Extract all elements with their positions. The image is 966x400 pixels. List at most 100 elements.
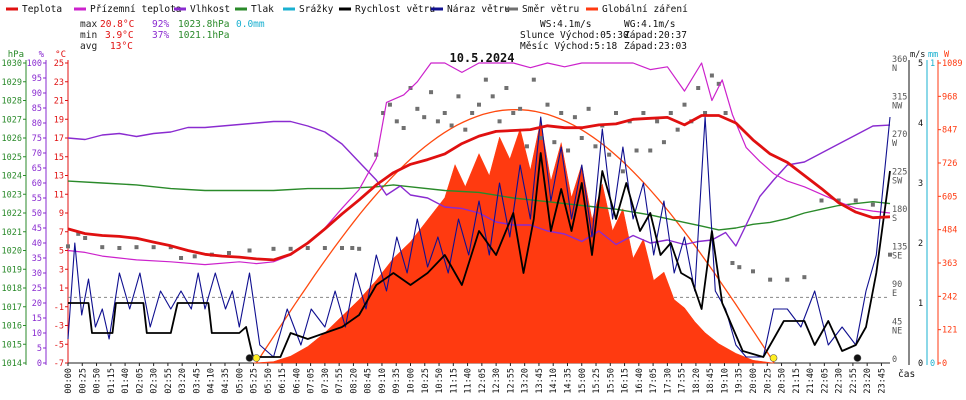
wind-direction-point xyxy=(593,144,598,149)
legend-label: Globální záření xyxy=(602,4,688,15)
wind-direction-point xyxy=(151,245,156,250)
wind-direction-point xyxy=(350,246,355,250)
axis-tick-label: 1014 xyxy=(2,359,22,369)
axis-tick-label: 1024 xyxy=(2,172,22,182)
wind-direction-point xyxy=(456,94,461,99)
axis-tick-label: SW xyxy=(892,177,903,187)
axis-tick-label: 1089 xyxy=(942,59,962,69)
axis-tick-label: NW xyxy=(892,102,903,112)
x-tick-label: 09:35 xyxy=(392,368,402,394)
x-tick-label: 12:55 xyxy=(506,368,516,394)
wind-direction-point xyxy=(497,119,502,124)
axis-tick-label: 0 xyxy=(918,359,923,369)
series-area-radiation xyxy=(252,120,774,364)
series-line-ground-temp xyxy=(67,62,891,266)
wind-direction-point xyxy=(288,246,293,251)
axis-tick-label: 0 xyxy=(37,359,42,369)
wind-direction-point xyxy=(634,148,639,153)
legend-label: Rychlost větru xyxy=(355,4,435,15)
x-tick-label: 08:45 xyxy=(364,368,374,394)
axis-tick-label: 2 xyxy=(918,239,923,249)
x-tick-label: 06:40 xyxy=(292,368,302,394)
wind-direction-point xyxy=(545,102,550,107)
stats-max-rain: 0.0mm xyxy=(236,19,265,30)
moonset-marker xyxy=(853,354,862,362)
wind-direction-point xyxy=(607,152,612,157)
wind-direction-point xyxy=(836,198,841,203)
axis-tick-label: 75 xyxy=(32,134,42,144)
axis-tick-label: 55 xyxy=(32,194,42,204)
wind-direction-point xyxy=(442,111,447,115)
axis-tick-label: 1016 xyxy=(2,322,22,332)
x-tick-label: 23:20 xyxy=(863,368,873,394)
axis-tick-label: 1028 xyxy=(2,97,22,107)
wind-direction-point xyxy=(716,81,721,86)
axis-tick-label: 121 xyxy=(942,326,957,336)
x-tick-label: 00:25 xyxy=(78,368,88,394)
axis-tick-label: 1022 xyxy=(2,209,22,219)
wind-direction-point xyxy=(709,73,714,78)
wind-direction-point xyxy=(100,245,105,250)
axis-tick-label: 0 xyxy=(892,355,897,365)
stats-min-hum: 37% xyxy=(152,30,169,41)
axis-tick-label: 1025 xyxy=(2,153,22,163)
x-tick-label: 07:55 xyxy=(335,368,345,394)
axis-unit: % xyxy=(39,50,45,60)
x-tick-label: 01:40 xyxy=(121,368,131,394)
axis-tick-label: 90 xyxy=(32,89,42,99)
axis-tick-label: 95 xyxy=(32,74,42,84)
wind-direction-point xyxy=(579,136,584,140)
x-tick-label: 19:10 xyxy=(720,368,730,394)
axis-tick-label: 270 xyxy=(892,130,907,140)
x-tick-label: 15:25 xyxy=(592,368,602,394)
wind-direction-point xyxy=(566,148,571,153)
x-tick-label: 22:55 xyxy=(849,368,859,394)
x-tick-label: 13:45 xyxy=(535,368,545,394)
axis-tick-label: 7 xyxy=(59,228,64,238)
axis-tick-label: 1023 xyxy=(2,190,22,200)
wind-direction-point xyxy=(641,111,646,115)
wind-direction-point xyxy=(586,106,591,111)
wind-direction-point xyxy=(422,115,427,120)
x-tick-label: 20:00 xyxy=(749,368,759,394)
wind-direction-point xyxy=(192,254,197,259)
wind-direction-point xyxy=(117,246,122,250)
moonrise-marker xyxy=(245,354,254,362)
x-tick-label: 03:45 xyxy=(192,368,202,394)
axis-tick-label: 5 xyxy=(918,59,923,69)
axis-tick-label: 242 xyxy=(942,292,957,302)
wind-direction-point xyxy=(572,115,577,120)
stats-max-press: 1023.8hPa xyxy=(178,19,229,30)
x-tick-label: 20:25 xyxy=(763,368,773,394)
axes: hPa1014101510161017101810191020102110221… xyxy=(2,50,963,369)
x-tick-label: 17:55 xyxy=(678,368,688,394)
axis-tick-label: NE xyxy=(892,327,902,337)
info-moon: Měsíc Východ:5:18 xyxy=(520,41,618,52)
x-tick-label: 12:30 xyxy=(492,368,502,394)
wind-direction-point xyxy=(802,275,807,280)
x-tick-label: 11:15 xyxy=(449,368,459,394)
wind-direction-point xyxy=(703,111,708,115)
axis-unit: hPa xyxy=(8,50,24,60)
x-tick-label: 05:50 xyxy=(264,368,274,394)
wind-direction-point xyxy=(853,198,858,203)
x-tick-label: 12:05 xyxy=(478,368,488,394)
x-tick-label: 09:10 xyxy=(378,368,388,394)
x-tick-label: 03:20 xyxy=(178,368,188,394)
axis-tick-label: E xyxy=(892,289,897,299)
x-tick-label: 14:35 xyxy=(563,368,573,394)
wind-direction-point xyxy=(357,246,362,251)
wind-direction-point xyxy=(247,248,252,253)
stats-block: max 20.8°C 92% 1023.8hPa 0.0mm min 3.9°C… xyxy=(80,19,265,52)
axis-tick-label: 100 xyxy=(27,59,42,69)
axis-tick-label: 605 xyxy=(942,192,957,202)
axis-tick-label: 10 xyxy=(32,329,42,339)
wind-direction-point xyxy=(394,119,399,124)
legend-label: Náraz větru xyxy=(447,4,510,15)
info-sun-set: Západ:20:37 xyxy=(624,30,687,41)
axis-unit: °C xyxy=(55,50,66,60)
axis-tick-label: 40 xyxy=(32,239,42,249)
axis-tick-label: 1 xyxy=(930,59,935,69)
wind-direction-point xyxy=(322,246,327,250)
